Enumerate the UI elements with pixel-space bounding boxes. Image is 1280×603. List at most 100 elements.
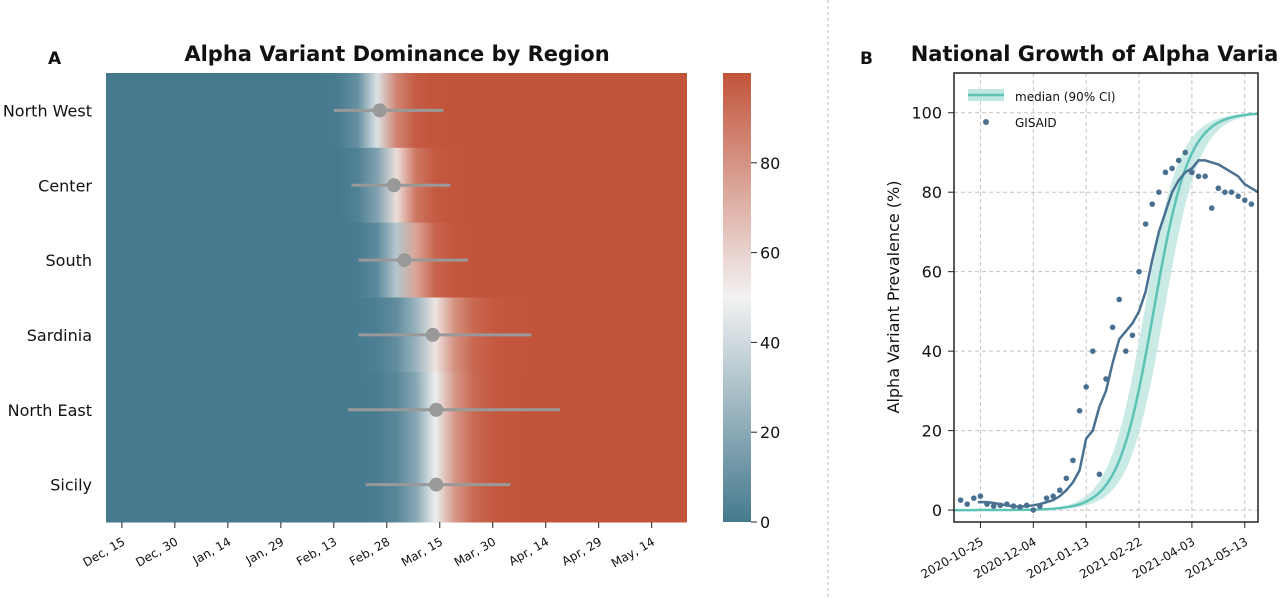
colorbar: 0 20 40 60 80 xyxy=(723,73,780,532)
gisaid-point xyxy=(1004,501,1010,507)
region-label: Sardinia xyxy=(27,326,92,345)
gisaid-point xyxy=(990,503,997,509)
gisaid-point xyxy=(1063,475,1070,482)
gisaid-point xyxy=(1215,185,1222,192)
gisaid-point xyxy=(977,493,984,499)
midpoint-marker xyxy=(429,477,444,492)
region-label: Center xyxy=(38,176,92,195)
gisaid-point xyxy=(1142,221,1149,227)
gisaid-point xyxy=(1189,169,1195,176)
ci-band xyxy=(954,113,1258,511)
x-tick-label: Feb, 13 xyxy=(294,534,339,568)
panel-a: A Alpha Variant Dominance by Region Nort… xyxy=(3,42,781,570)
gisaid-point xyxy=(1089,348,1096,354)
gisaid-point xyxy=(1017,504,1023,510)
midpoint-marker xyxy=(425,327,440,342)
midpoint-marker xyxy=(397,253,412,268)
region-label: Sicily xyxy=(50,476,92,495)
colorbar-tick-label: 80 xyxy=(760,154,780,173)
gisaid-point xyxy=(1030,507,1037,513)
region-label: South xyxy=(46,251,93,270)
y-tick-label: 80 xyxy=(922,183,942,202)
legend-gisaid-label: GISAID xyxy=(1015,116,1057,130)
gisaid-point xyxy=(1195,173,1202,180)
gisaid-point xyxy=(997,502,1004,509)
median-line xyxy=(953,112,1259,512)
panel-b-letter: B xyxy=(860,49,873,69)
x-tick-label: Dec, 30 xyxy=(133,534,180,569)
gisaid-point xyxy=(1222,189,1228,196)
gisaid-point xyxy=(1129,332,1136,339)
gisaid-point xyxy=(1156,189,1162,196)
gisaid-point xyxy=(1043,495,1050,501)
gisaid-point xyxy=(957,497,964,503)
gisaid-point xyxy=(1023,502,1030,509)
colorbar-tick-label: 20 xyxy=(760,423,780,442)
gisaid-point xyxy=(1162,169,1169,176)
gisaid-point xyxy=(1083,384,1089,390)
y-tick-label: 100 xyxy=(911,104,942,123)
y-tick-label: 20 xyxy=(922,422,942,441)
gisaid-point xyxy=(1010,503,1017,509)
y-axis-label: Alpha Variant Prevalence (%) xyxy=(884,181,903,414)
gisaid-point xyxy=(1056,487,1063,494)
region-label: North East xyxy=(8,401,92,420)
colorbar-tick-label: 40 xyxy=(760,333,780,352)
gisaid-point xyxy=(1182,149,1189,156)
gisaid-point xyxy=(1116,296,1123,303)
x-tick-label: Jan, 14 xyxy=(190,534,234,567)
line-chart-grid xyxy=(954,73,1258,522)
line-chart-frame xyxy=(953,72,1259,523)
gisaid-point xyxy=(1076,407,1083,414)
gisaid-point xyxy=(1175,157,1182,164)
gisaid-point xyxy=(1202,173,1208,180)
colorbar-ticks: 0 20 40 60 80 xyxy=(751,154,780,532)
gisaid-point xyxy=(1109,324,1116,331)
region-label: North West xyxy=(3,101,92,120)
x-tick-label: May, 14 xyxy=(609,534,657,570)
x-tick-label: Feb, 28 xyxy=(347,534,392,568)
legend-median-label: median (90% CI) xyxy=(1015,90,1116,104)
y-tick-label: 60 xyxy=(922,263,942,282)
midpoint-marker xyxy=(429,402,444,417)
gisaid-point xyxy=(1037,503,1043,509)
x-tick-label: Apr, 14 xyxy=(506,534,551,568)
midpoint-marker xyxy=(386,178,401,193)
gisaid-point xyxy=(984,501,990,507)
x-tick-label: Mar, 15 xyxy=(399,534,445,569)
panel-b: B National Growth of Alpha Variant 0 20 40… xyxy=(860,42,1280,581)
gisaid-point xyxy=(1123,348,1129,354)
colorbar-tick-label: 60 xyxy=(760,244,780,263)
panel-a-letter: A xyxy=(48,49,62,69)
line-chart-plot xyxy=(953,112,1259,513)
midpoint-marker xyxy=(372,103,387,118)
gisaid-point xyxy=(971,495,977,501)
legend-gisaid-swatch xyxy=(983,119,989,125)
line-chart-title: National Growth of Alpha Variant xyxy=(911,42,1280,66)
gisaid-point xyxy=(1208,205,1215,211)
legend: median (90% CI) GISAID xyxy=(968,89,1116,130)
x-tick-label: Apr, 29 xyxy=(559,534,604,568)
heatmap-title: Alpha Variant Dominance by Region xyxy=(184,42,609,66)
gisaid-point xyxy=(1169,165,1175,172)
heatmap-area: North West Center South Sardinia North East S… xyxy=(3,73,687,523)
gisaid-point xyxy=(964,501,971,507)
y-tick-label: 0 xyxy=(932,501,942,520)
x-tick-label: Dec, 15 xyxy=(80,534,127,569)
x-tick-label: Mar, 30 xyxy=(452,534,498,569)
gisaid-point xyxy=(1248,201,1255,207)
colorbar-gradient xyxy=(723,73,751,522)
gisaid-point xyxy=(1050,493,1056,499)
x-tick-label: Jan, 29 xyxy=(243,534,287,567)
gisaid-point xyxy=(1096,471,1103,478)
colorbar-tick-label: 0 xyxy=(760,513,770,532)
gisaid-point xyxy=(1149,201,1156,207)
gisaid-point xyxy=(1241,197,1248,203)
heatmap-axes: Dec, 15 Dec, 30 Jan, 14 Jan, 29 Feb, 13 Feb, … xyxy=(80,522,657,570)
gisaid-point xyxy=(1103,376,1109,382)
y-tick-label: 40 xyxy=(922,342,942,361)
gisaid-point xyxy=(1070,457,1076,464)
gisaid-point xyxy=(1235,193,1241,199)
gisaid-point xyxy=(1136,268,1142,275)
